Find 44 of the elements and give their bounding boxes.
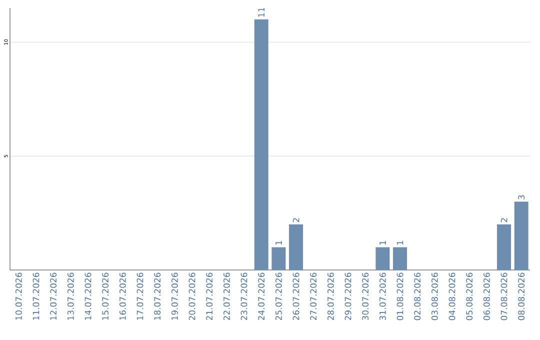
- data-label: 3: [518, 195, 525, 200]
- bar: [514, 202, 528, 270]
- x-tick-label: 13.07.2026: [67, 272, 74, 320]
- x-tick-label: 19.07.2026: [171, 272, 178, 320]
- x-tick-label: 31.07.2026: [379, 272, 386, 320]
- x-tick-label: 21.07.2026: [206, 272, 213, 320]
- x-tick-label: 20.07.2026: [188, 272, 196, 320]
- x-tick-label: 25.07.2026: [275, 272, 282, 320]
- data-label: 11: [258, 8, 264, 17]
- x-tick-label: 07.08.2026: [500, 272, 508, 320]
- x-tick-label: 10.07.2026: [15, 272, 22, 320]
- x-tick-label: 12.07.2026: [50, 272, 57, 320]
- bar: [376, 247, 390, 270]
- x-tick-label: 14.07.2026: [84, 272, 92, 320]
- x-tick-label: 01.08.2026: [396, 272, 404, 320]
- x-tick-label: 06.08.2026: [483, 272, 490, 320]
- x-tick-label: 29.07.2026: [344, 272, 352, 320]
- bar: [289, 224, 304, 270]
- x-tick-label: 30.07.2026: [362, 272, 369, 320]
- x-tick-label: 28.07.2026: [327, 272, 334, 320]
- data-label: 2: [292, 218, 300, 222]
- x-tick-label: 11.07.2026: [32, 272, 40, 320]
- bar: [272, 247, 286, 270]
- x-tick-label: 15.07.2026: [102, 272, 109, 320]
- x-tick-label: 02.08.2026: [414, 272, 421, 320]
- x-tick-label: 23.07.2026: [240, 272, 248, 320]
- x-tick-label: 24.07.2026: [258, 272, 265, 320]
- data-label: 1: [396, 240, 404, 245]
- bar: [254, 19, 268, 270]
- x-tick-label: 03.08.2026: [431, 272, 438, 320]
- data-label: 1: [276, 240, 282, 245]
- x-tick-label: 05.08.2026: [466, 272, 473, 320]
- data-label: 1: [380, 240, 386, 245]
- x-tick-label: 16.07.2026: [119, 272, 126, 320]
- x-tick-label: 17.07.2026: [136, 272, 144, 320]
- x-tick-label: 22.07.2026: [223, 272, 230, 320]
- x-tick-label: 18.07.2026: [154, 272, 161, 320]
- x-tick-label: 04.08.2026: [448, 272, 456, 320]
- bar: [497, 224, 512, 270]
- bar: [393, 247, 408, 270]
- data-label: 2: [500, 218, 508, 222]
- x-tick-label: 08.08.2026: [518, 272, 525, 320]
- x-tick-label: 27.07.2026: [310, 272, 317, 320]
- x-tick-label: 26.07.2026: [292, 272, 300, 320]
